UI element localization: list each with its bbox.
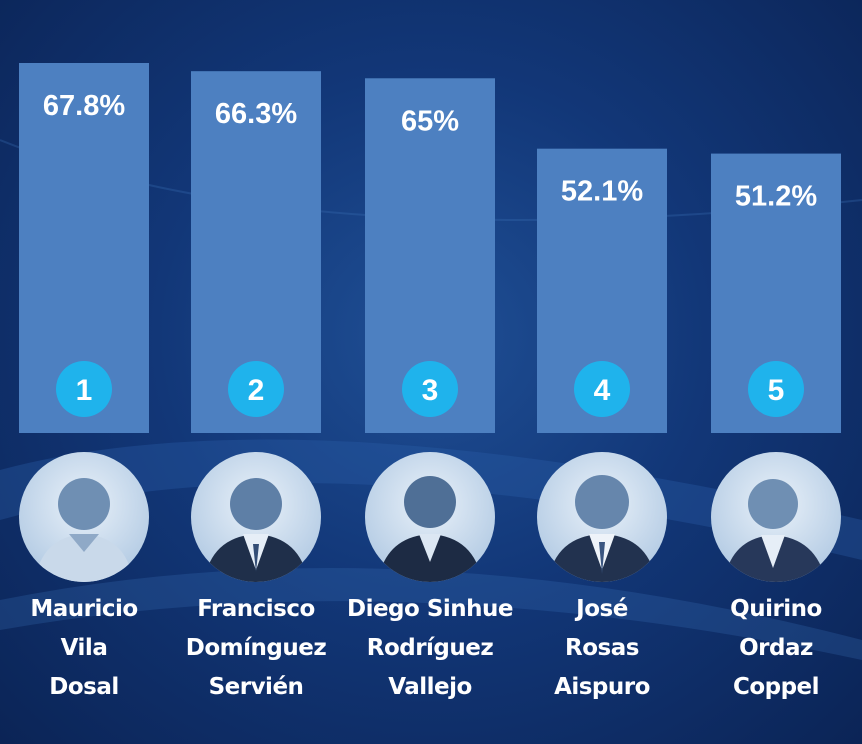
rank-number-2: 2 xyxy=(248,374,265,407)
candidate-name-4: José Rosas Aispuro xyxy=(517,590,687,707)
candidate-name-1: Mauricio Vila Dosal xyxy=(0,590,169,707)
value-label-4: 52.1% xyxy=(561,176,643,208)
value-label-2: 66.3% xyxy=(215,98,297,130)
candidate-photo-2 xyxy=(191,452,321,582)
name-line: Dosal xyxy=(49,674,119,700)
rank-badge-3 xyxy=(402,361,458,417)
value-label-5: 51.2% xyxy=(735,181,817,213)
candidate-column-4: José Rosas Aispuro xyxy=(537,0,667,744)
person-portrait-icon xyxy=(723,479,826,582)
name-line: Servién xyxy=(208,674,304,700)
name-line: Diego Sinhue xyxy=(346,596,514,622)
name-line: Domínguez xyxy=(185,635,327,661)
name-line: Mauricio xyxy=(30,596,138,622)
candidate-name-2: Francisco Domínguez Servién xyxy=(171,590,341,707)
name-line: Rosas xyxy=(565,635,639,661)
name-line: Francisco xyxy=(197,596,315,622)
rank-badge-4 xyxy=(574,361,630,417)
value-label-3: 65% xyxy=(401,105,459,137)
candidate-photo-4 xyxy=(537,452,667,582)
person-portrait-icon xyxy=(547,475,657,582)
candidate-name-3: Diego Sinhue Rodríguez Vallejo xyxy=(345,590,515,707)
candidate-column-5: Quirino Ordaz Coppel xyxy=(711,0,841,744)
rank-number-3: 3 xyxy=(422,374,439,407)
name-line: Rodríguez xyxy=(366,635,494,661)
name-line: Vila xyxy=(60,635,108,661)
candidate-photo-3 xyxy=(365,452,495,582)
person-portrait-icon xyxy=(203,478,309,582)
name-line: Quirino xyxy=(730,596,822,622)
candidate-column-1: Mauricio Vila Dosal xyxy=(19,0,149,744)
name-line: Ordaz xyxy=(739,635,813,661)
person-portrait-icon xyxy=(377,476,483,582)
candidate-photo-1 xyxy=(19,452,149,582)
name-line: José xyxy=(576,596,628,622)
name-line: Coppel xyxy=(732,674,820,700)
candidate-column-2: Francisco Domínguez Servién xyxy=(186,0,327,744)
value-label-1: 67.8% xyxy=(43,90,125,122)
name-line: Vallejo xyxy=(388,674,472,700)
candidate-photo-5 xyxy=(711,452,841,582)
candidate-name-5: Quirino Ordaz Coppel xyxy=(691,590,861,707)
rank-badge-5 xyxy=(748,361,804,417)
rank-number-4: 4 xyxy=(594,374,611,407)
rank-badge-2 xyxy=(228,361,284,417)
rank-number-1: 1 xyxy=(76,374,93,407)
candidate-column-3: Diego Sinhue Rodríguez Vallejo xyxy=(347,0,514,744)
person-portrait-icon xyxy=(34,478,134,582)
name-line: Aispuro xyxy=(554,674,650,700)
rank-number-5: 5 xyxy=(768,374,785,407)
rank-badge-1 xyxy=(56,361,112,417)
